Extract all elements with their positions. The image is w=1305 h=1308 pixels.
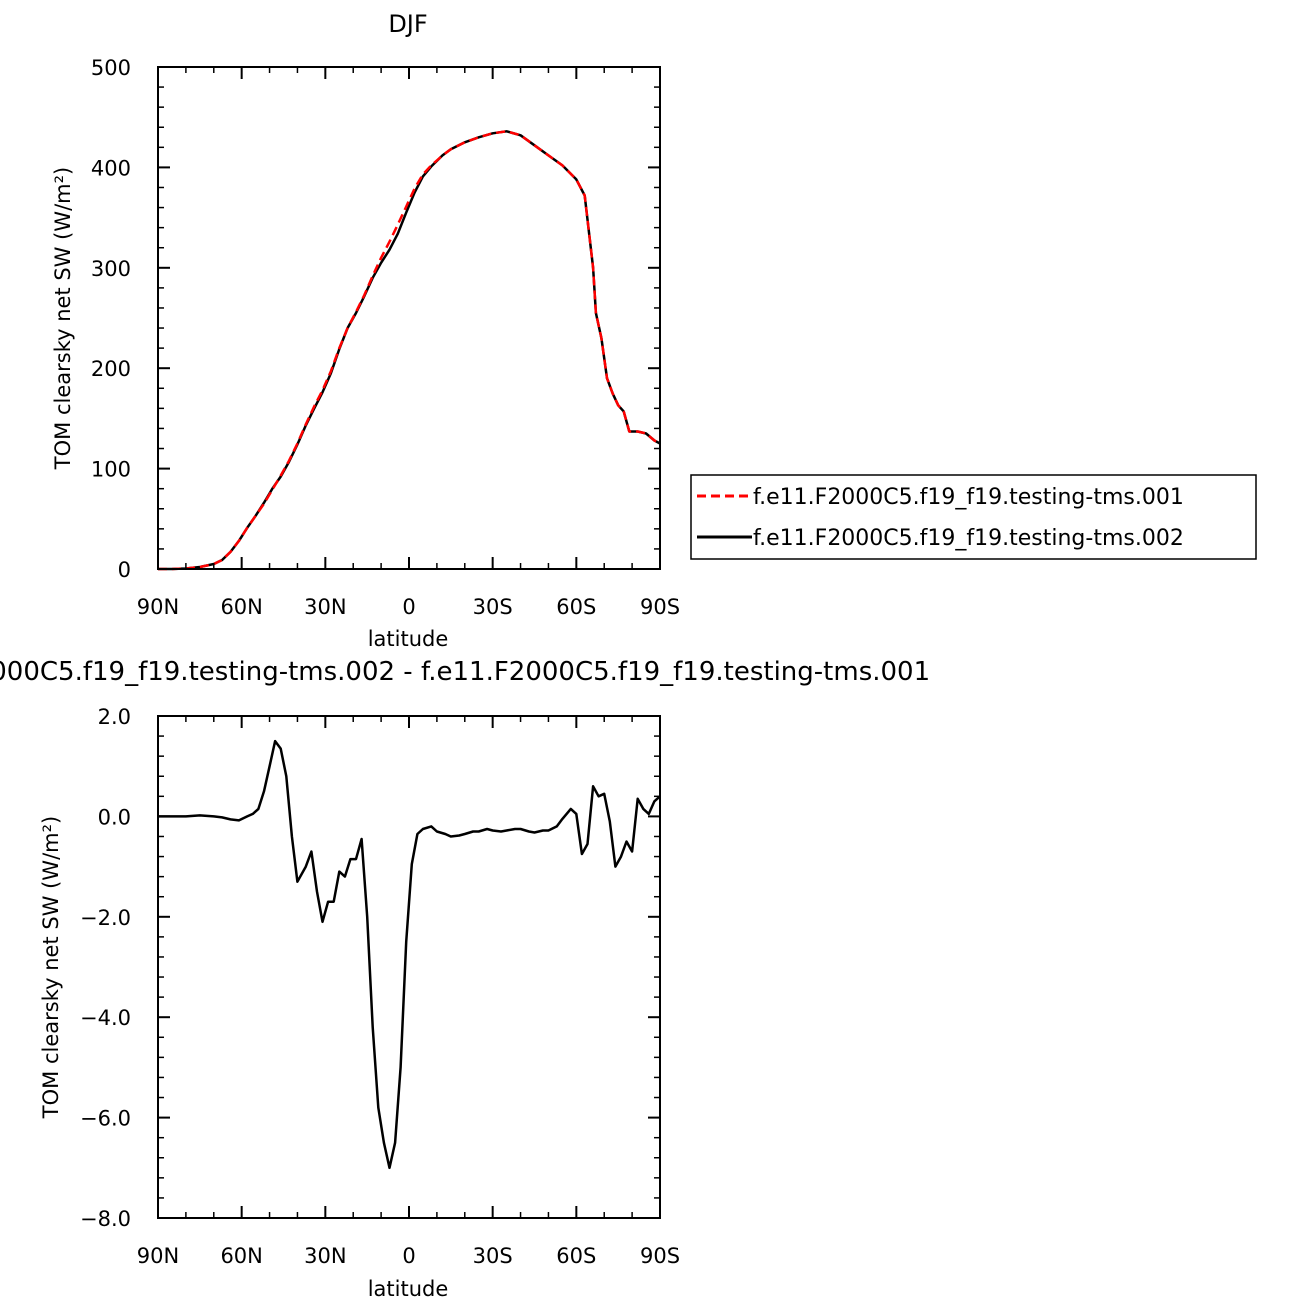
top-series-line-2 <box>158 130 661 571</box>
top-series-line-1 <box>158 130 661 571</box>
bottom-x-tick-label: 60S <box>556 1244 596 1268</box>
top-y-tick-label: 500 <box>91 56 131 80</box>
bottom-y-tick-label: −8.0 <box>80 1207 131 1231</box>
legend-box <box>690 474 1257 560</box>
top-x-axis-label: latitude <box>368 627 449 651</box>
top-x-tick-label: 90S <box>640 595 680 619</box>
top-x-tick-label: 60S <box>556 595 596 619</box>
bottom-x-tick-label: 30S <box>473 1244 513 1268</box>
bottom-x-tick-label: 90N <box>137 1244 179 1268</box>
top-y-tick-label: 100 <box>91 458 131 482</box>
top-plot-marks <box>158 130 661 571</box>
top-tick-marks: 90N 60N 30N 0 30S 60S 90S 0 100 200 300 400 500 <box>91 56 680 619</box>
top-y-tick-label: 200 <box>91 357 131 381</box>
top-x-tick-label: 30S <box>473 595 513 619</box>
top-y-axis-label: TOM clearsky net SW (W/m²) <box>51 167 75 470</box>
legend-label-series-2: f.e11.F2000C5.f19_f19.testing-tms.002 <box>753 526 1184 551</box>
top-y-tick-label: 300 <box>91 257 131 281</box>
bottom-x-tick-label: 60N <box>220 1244 262 1268</box>
bottom-y-tick-label: −6.0 <box>80 1107 131 1131</box>
bottom-series-line-1 <box>158 739 661 1170</box>
bottom-y-tick-label: 0.0 <box>98 805 131 829</box>
bottom-plot-marks <box>158 739 661 1170</box>
bottom-title: f.e11.F2000C5.f19_f19.testing-tms.002 - … <box>0 657 930 687</box>
top-x-tick-label: 30N <box>304 595 346 619</box>
top-x-tick-label: 90N <box>137 595 179 619</box>
legend-label-series-1: f.e11.F2000C5.f19_f19.testing-tms.001 <box>753 485 1184 510</box>
legend: f.e11.F2000C5.f19_f19.testing-tms.001 f.… <box>690 474 1257 560</box>
top-title: DJF <box>388 10 427 38</box>
top-plot-frame <box>157 66 661 570</box>
bottom-tick-marks: 90N 60N 30N 0 30S 60S 90S 2.0 0.0 −2.0 −4.0 −6.0 −8.… <box>80 705 680 1268</box>
top-y-tick-label: 0 <box>118 558 131 582</box>
bottom-x-tick-label: 90S <box>640 1244 680 1268</box>
bottom-x-tick-label: 30N <box>304 1244 346 1268</box>
top-panel: DJF 90N 60N 30N 0 30S 60S 90S0100200300400500 … <box>51 10 680 651</box>
top-x-tick-label: 60N <box>220 595 262 619</box>
bottom-x-tick-label: 0 <box>402 1244 415 1268</box>
bottom-x-axis-label: latitude <box>368 1277 449 1301</box>
bottom-y-tick-label: −2.0 <box>80 906 131 930</box>
top-y-tick-label: 400 <box>91 156 131 180</box>
bottom-y-tick-label: −4.0 <box>80 1006 131 1030</box>
bottom-y-axis-label: TOM clearsky net SW (W/m²) <box>39 816 63 1119</box>
top-x-tick-label: 0 <box>402 595 415 619</box>
bottom-y-tick-label: 2.0 <box>98 705 131 729</box>
bottom-panel: f.e11.F2000C5.f19_f19.testing-tms.002 - … <box>0 657 930 1301</box>
bottom-plot-frame <box>157 715 661 1219</box>
